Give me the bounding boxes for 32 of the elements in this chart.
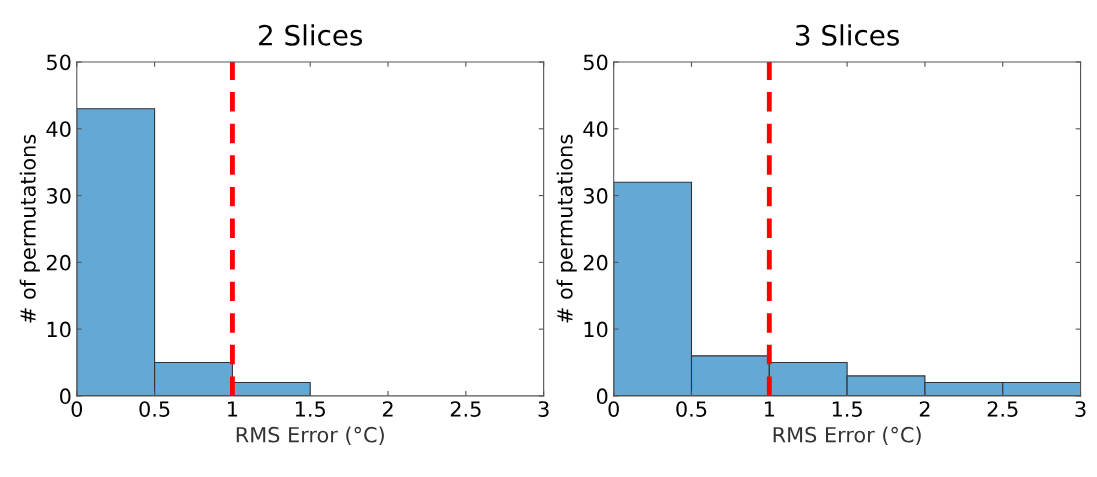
y-tick-label: 0: [596, 388, 608, 405]
x-tick-label: 1: [764, 401, 775, 417]
chart-title: 3 Slices: [796, 24, 899, 46]
y-tick-label: 50: [47, 54, 71, 71]
y-tick-label: 30: [47, 188, 71, 204]
x-tick-label: 2: [919, 401, 930, 417]
x-tick-label: 0.5: [139, 401, 170, 417]
x-tick-label: 3: [1075, 401, 1086, 417]
y-tick-label: 40: [46, 121, 71, 137]
y-tick-label: 20: [583, 254, 608, 271]
x-tick-label: 0.5: [676, 401, 707, 417]
y-tick-label: 10: [47, 321, 71, 338]
y-tick-label: 20: [46, 254, 71, 271]
x-tick-label: 2.5: [450, 401, 481, 417]
y-tick-label: 0: [60, 388, 71, 405]
x-axis-title: RMS Error (°C): [236, 426, 384, 446]
y-tick-label: 50: [583, 54, 608, 71]
x-tick-label: 3: [538, 401, 549, 417]
y-axis-title: # of permutations: [19, 134, 40, 323]
x-tick-label: 2: [382, 401, 393, 417]
x-tick-label: 1.5: [295, 401, 325, 417]
x-tick-label: 0: [608, 401, 619, 417]
x-tick-label: 1.5: [832, 401, 862, 417]
y-tick-label: 40: [583, 121, 608, 137]
x-tick-label: 1: [228, 401, 238, 417]
y-tick-label: 30: [583, 188, 608, 204]
y-tick-label: 10: [584, 321, 608, 338]
chart-title: 2 Slices: [259, 24, 363, 46]
x-axis-title: RMS Error (°C): [773, 426, 921, 446]
x-tick-label: 2.5: [987, 401, 1018, 417]
x-tick-label: 0: [71, 401, 83, 417]
y-axis-title: # of permutations: [556, 134, 577, 323]
